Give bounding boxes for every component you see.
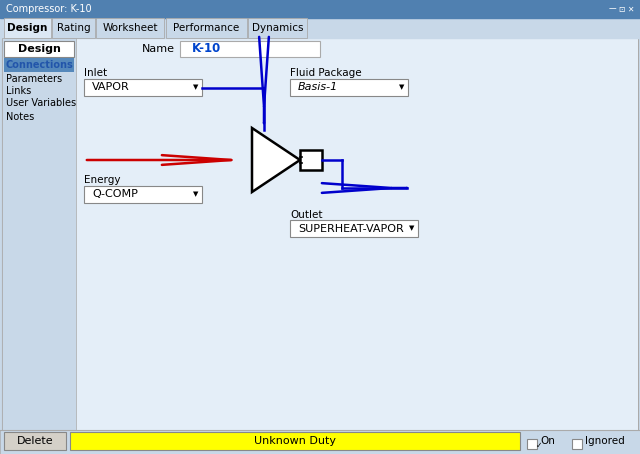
Bar	[527, 439, 537, 449]
Text: Energy: Energy	[84, 175, 120, 185]
Text: Fluid Package: Fluid Package	[290, 68, 362, 78]
Text: Q-COMP: Q-COMP	[92, 189, 138, 199]
Text: ▼: ▼	[399, 84, 404, 90]
Text: VAPOR: VAPOR	[92, 83, 130, 93]
Bar	[2, 38, 638, 430]
Bar	[2, 38, 76, 430]
Text: Dynamics: Dynamics	[252, 23, 303, 33]
Bar	[0, 0, 640, 18]
Bar	[52, 18, 95, 38]
Bar	[70, 432, 520, 450]
Text: Performance: Performance	[173, 23, 239, 33]
Text: Ignored: Ignored	[585, 436, 625, 446]
Text: User Variables: User Variables	[6, 98, 76, 108]
Text: SUPERHEAT-VAPOR: SUPERHEAT-VAPOR	[298, 223, 404, 233]
Bar	[300, 150, 322, 170]
Bar	[4, 18, 51, 38]
Bar	[4, 41, 74, 57]
Bar	[84, 186, 202, 203]
Text: On: On	[540, 436, 555, 446]
Text: Inlet: Inlet	[84, 68, 107, 78]
Text: —: —	[608, 5, 616, 14]
Text: ✕: ✕	[627, 5, 633, 14]
Text: Design: Design	[17, 44, 60, 54]
Text: Rating: Rating	[57, 23, 90, 33]
Text: Parameters: Parameters	[6, 74, 62, 84]
Bar	[4, 58, 74, 72]
Text: Notes: Notes	[6, 112, 35, 122]
Text: ⊡: ⊡	[618, 5, 624, 14]
Bar	[572, 439, 582, 449]
Bar	[290, 79, 408, 96]
Bar	[0, 18, 640, 38]
Text: ▼: ▼	[193, 84, 198, 90]
Bar	[166, 18, 247, 38]
Text: Basis-1: Basis-1	[298, 83, 339, 93]
Text: Compressor: K-10: Compressor: K-10	[6, 4, 92, 14]
Text: Worksheet: Worksheet	[102, 23, 157, 33]
Text: Unknown Duty: Unknown Duty	[254, 436, 336, 446]
Text: ▼: ▼	[193, 192, 198, 197]
Text: Design: Design	[7, 23, 48, 33]
Text: Connections: Connections	[6, 60, 74, 70]
Text: Delete: Delete	[17, 436, 53, 446]
Bar	[96, 18, 164, 38]
Text: Name: Name	[142, 44, 175, 54]
Text: K-10: K-10	[192, 43, 221, 55]
Bar	[76, 38, 638, 430]
Bar	[84, 79, 202, 96]
Text: Outlet: Outlet	[290, 210, 323, 220]
Bar	[290, 220, 418, 237]
Bar	[248, 18, 307, 38]
Text: Links: Links	[6, 86, 31, 96]
Text: ▼: ▼	[410, 226, 415, 232]
Text: ✓: ✓	[536, 440, 542, 449]
Bar	[180, 41, 320, 57]
Bar	[0, 430, 640, 454]
Bar	[4, 432, 66, 450]
Polygon shape	[252, 128, 300, 192]
